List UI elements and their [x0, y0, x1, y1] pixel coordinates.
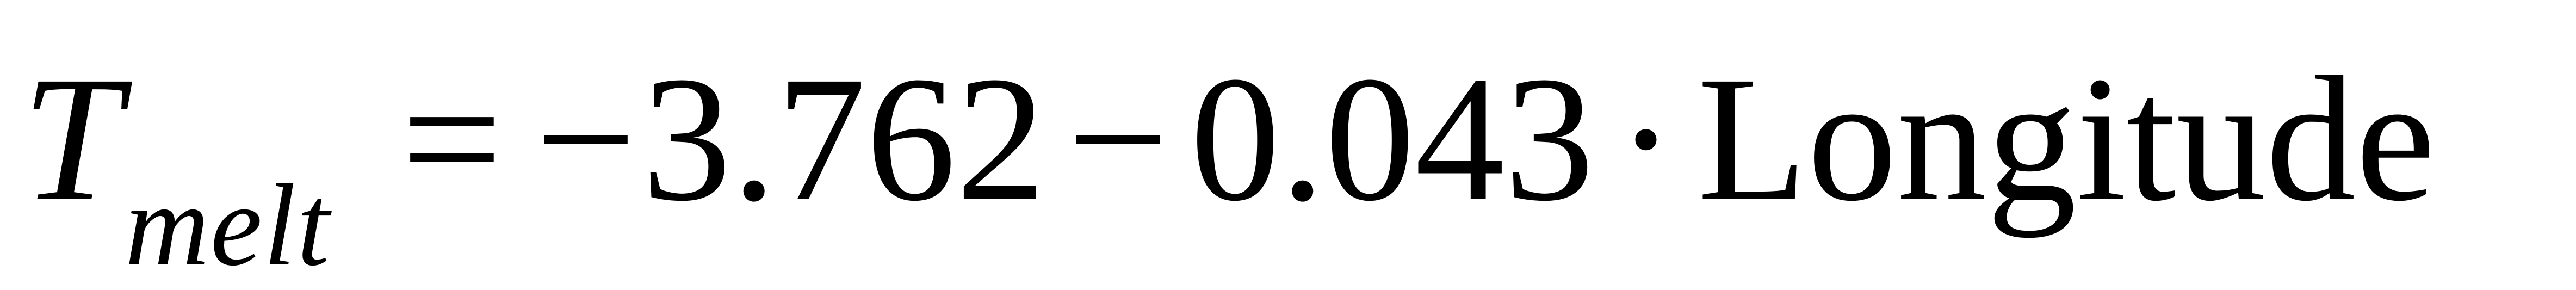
variable-t: T — [22, 40, 122, 238]
multiplication-dot: · — [1616, 40, 1676, 238]
coefficient-value: 0.043 — [1190, 40, 1595, 238]
longitude-term: Longitude — [1697, 40, 2436, 238]
subtraction-sign: − — [1067, 40, 1169, 238]
intercept-value: 3.762 — [641, 40, 1046, 238]
variable-subscript: melt — [125, 160, 331, 290]
leading-minus-sign: − — [535, 40, 636, 238]
lhs-variable: T melt — [22, 40, 331, 284]
regression-equation: T melt = − 3.762 − 0.043 · Longitude — [22, 0, 2567, 284]
equals-sign: = — [401, 40, 503, 238]
